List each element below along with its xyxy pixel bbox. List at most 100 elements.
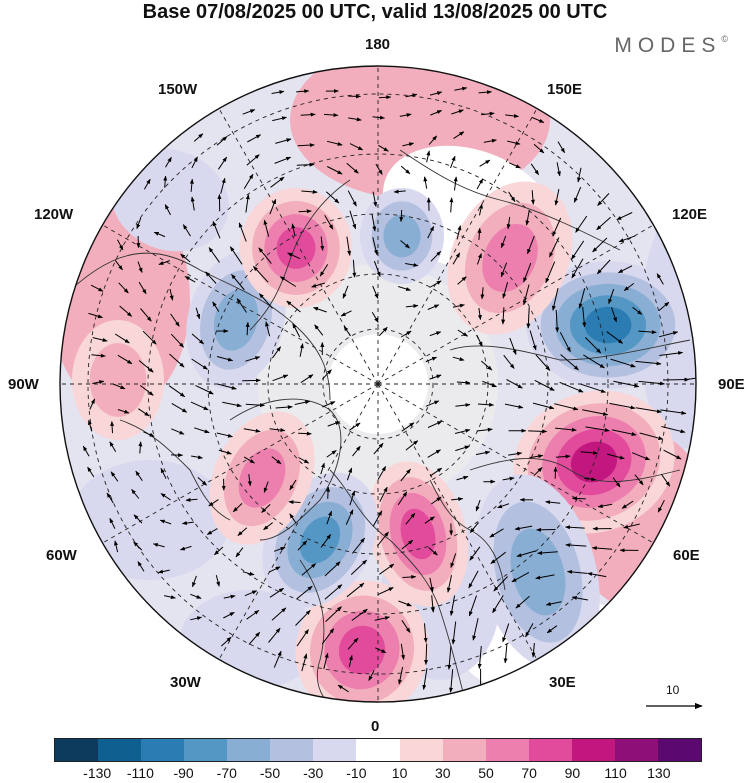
wind-vector [168, 385, 186, 398]
wind-vector [109, 517, 116, 529]
wind-vector [372, 115, 385, 120]
wind-vector [192, 575, 197, 588]
lon-label-150w: 150W [158, 81, 198, 98]
wind-vector [607, 453, 625, 460]
wind-vector [347, 190, 357, 207]
wind-vector [265, 321, 271, 337]
wind-vectors [82, 86, 696, 693]
wind-vector [559, 381, 584, 393]
wind-vector [523, 262, 532, 283]
wind-vector [292, 323, 301, 338]
colorbar-tick-label: -110 [126, 765, 154, 781]
wind-vector [483, 138, 497, 143]
wind-vector [165, 156, 172, 168]
wind-vector [427, 225, 435, 239]
wind-vector [324, 215, 334, 230]
wind-vector [638, 330, 657, 335]
wind-vector [399, 209, 404, 223]
wind-vector [489, 528, 504, 538]
wind-vector [136, 217, 142, 230]
wind-vector [500, 262, 508, 278]
wind-vector [657, 499, 665, 513]
wind-vector [191, 455, 203, 460]
wind-vector [502, 281, 509, 299]
coastline [329, 469, 471, 702]
wind-vector [185, 497, 198, 502]
wind-vector [580, 450, 599, 455]
wind-vector [447, 645, 452, 670]
wind-vector [324, 561, 341, 577]
wind-vector [501, 307, 506, 325]
wind-vector [269, 198, 277, 215]
wind-vector [263, 219, 270, 237]
wind-vector [660, 473, 671, 487]
meridian-line [218, 108, 379, 385]
wind-vector [223, 611, 235, 619]
wind-vector [450, 155, 456, 169]
wind-vector [504, 403, 524, 409]
wind-vector [242, 109, 256, 115]
wind-vector [272, 116, 287, 122]
wind-vector [247, 474, 252, 487]
wind-vector [268, 627, 281, 643]
wind-vector [326, 166, 343, 175]
wind-vector [275, 405, 293, 410]
wind-vector [425, 356, 438, 363]
wind-vector [289, 513, 297, 524]
wind-vector [326, 449, 337, 458]
wind-vector [114, 540, 119, 553]
wind-vector [490, 551, 507, 564]
wind-vector [472, 618, 479, 641]
anomaly-contour-greenland-negative [299, 516, 341, 564]
wind-vector [402, 142, 415, 147]
wind-vector [184, 275, 196, 283]
colorbar-tick-label: -130 [83, 765, 112, 781]
wind-vector [549, 237, 560, 258]
wind-vector [426, 150, 431, 163]
wind-vector [322, 401, 336, 408]
wind-vector [287, 252, 301, 260]
wind-vector [110, 421, 115, 434]
wind-vector [342, 285, 349, 299]
wind-vector [117, 354, 133, 365]
wind-vector [554, 188, 560, 206]
wind-vector [482, 380, 497, 388]
wind-vector [163, 595, 176, 600]
wind-vector [195, 384, 214, 395]
wind-vector [638, 380, 665, 386]
wind-vector [616, 212, 633, 221]
wind-vector [596, 259, 611, 275]
wind-vector [571, 595, 588, 601]
wind-vector [507, 140, 521, 146]
wind-vector [272, 374, 289, 382]
wind-vector [163, 175, 168, 188]
wind-vector [159, 519, 172, 525]
wind-vector [298, 457, 310, 464]
wind-vector [372, 510, 383, 527]
wind-vector [142, 330, 157, 345]
wind-vector [632, 306, 643, 315]
wind-vector [453, 176, 458, 191]
wind-vector [346, 162, 359, 174]
wind-vector [405, 262, 419, 267]
wind-vector [503, 643, 508, 664]
wind-vector [87, 419, 93, 432]
wind-vector [582, 306, 587, 328]
wind-vector [372, 285, 379, 299]
wind-vector [560, 354, 579, 371]
wind-vector [451, 621, 457, 645]
wind-vector [477, 227, 482, 240]
wind-vector [189, 178, 194, 192]
wind-vector [348, 654, 353, 668]
wind-vector [552, 217, 562, 237]
wind-vector [296, 585, 313, 600]
wind-vector [275, 138, 292, 144]
wind-vector [296, 89, 310, 94]
wind-vector [208, 499, 219, 507]
wind-vector [160, 467, 167, 479]
copyright-mark: © [721, 34, 728, 44]
wind-vector [352, 259, 357, 278]
wind-vector [181, 521, 194, 526]
wind-vector [454, 428, 471, 434]
wind-vector [133, 514, 143, 524]
